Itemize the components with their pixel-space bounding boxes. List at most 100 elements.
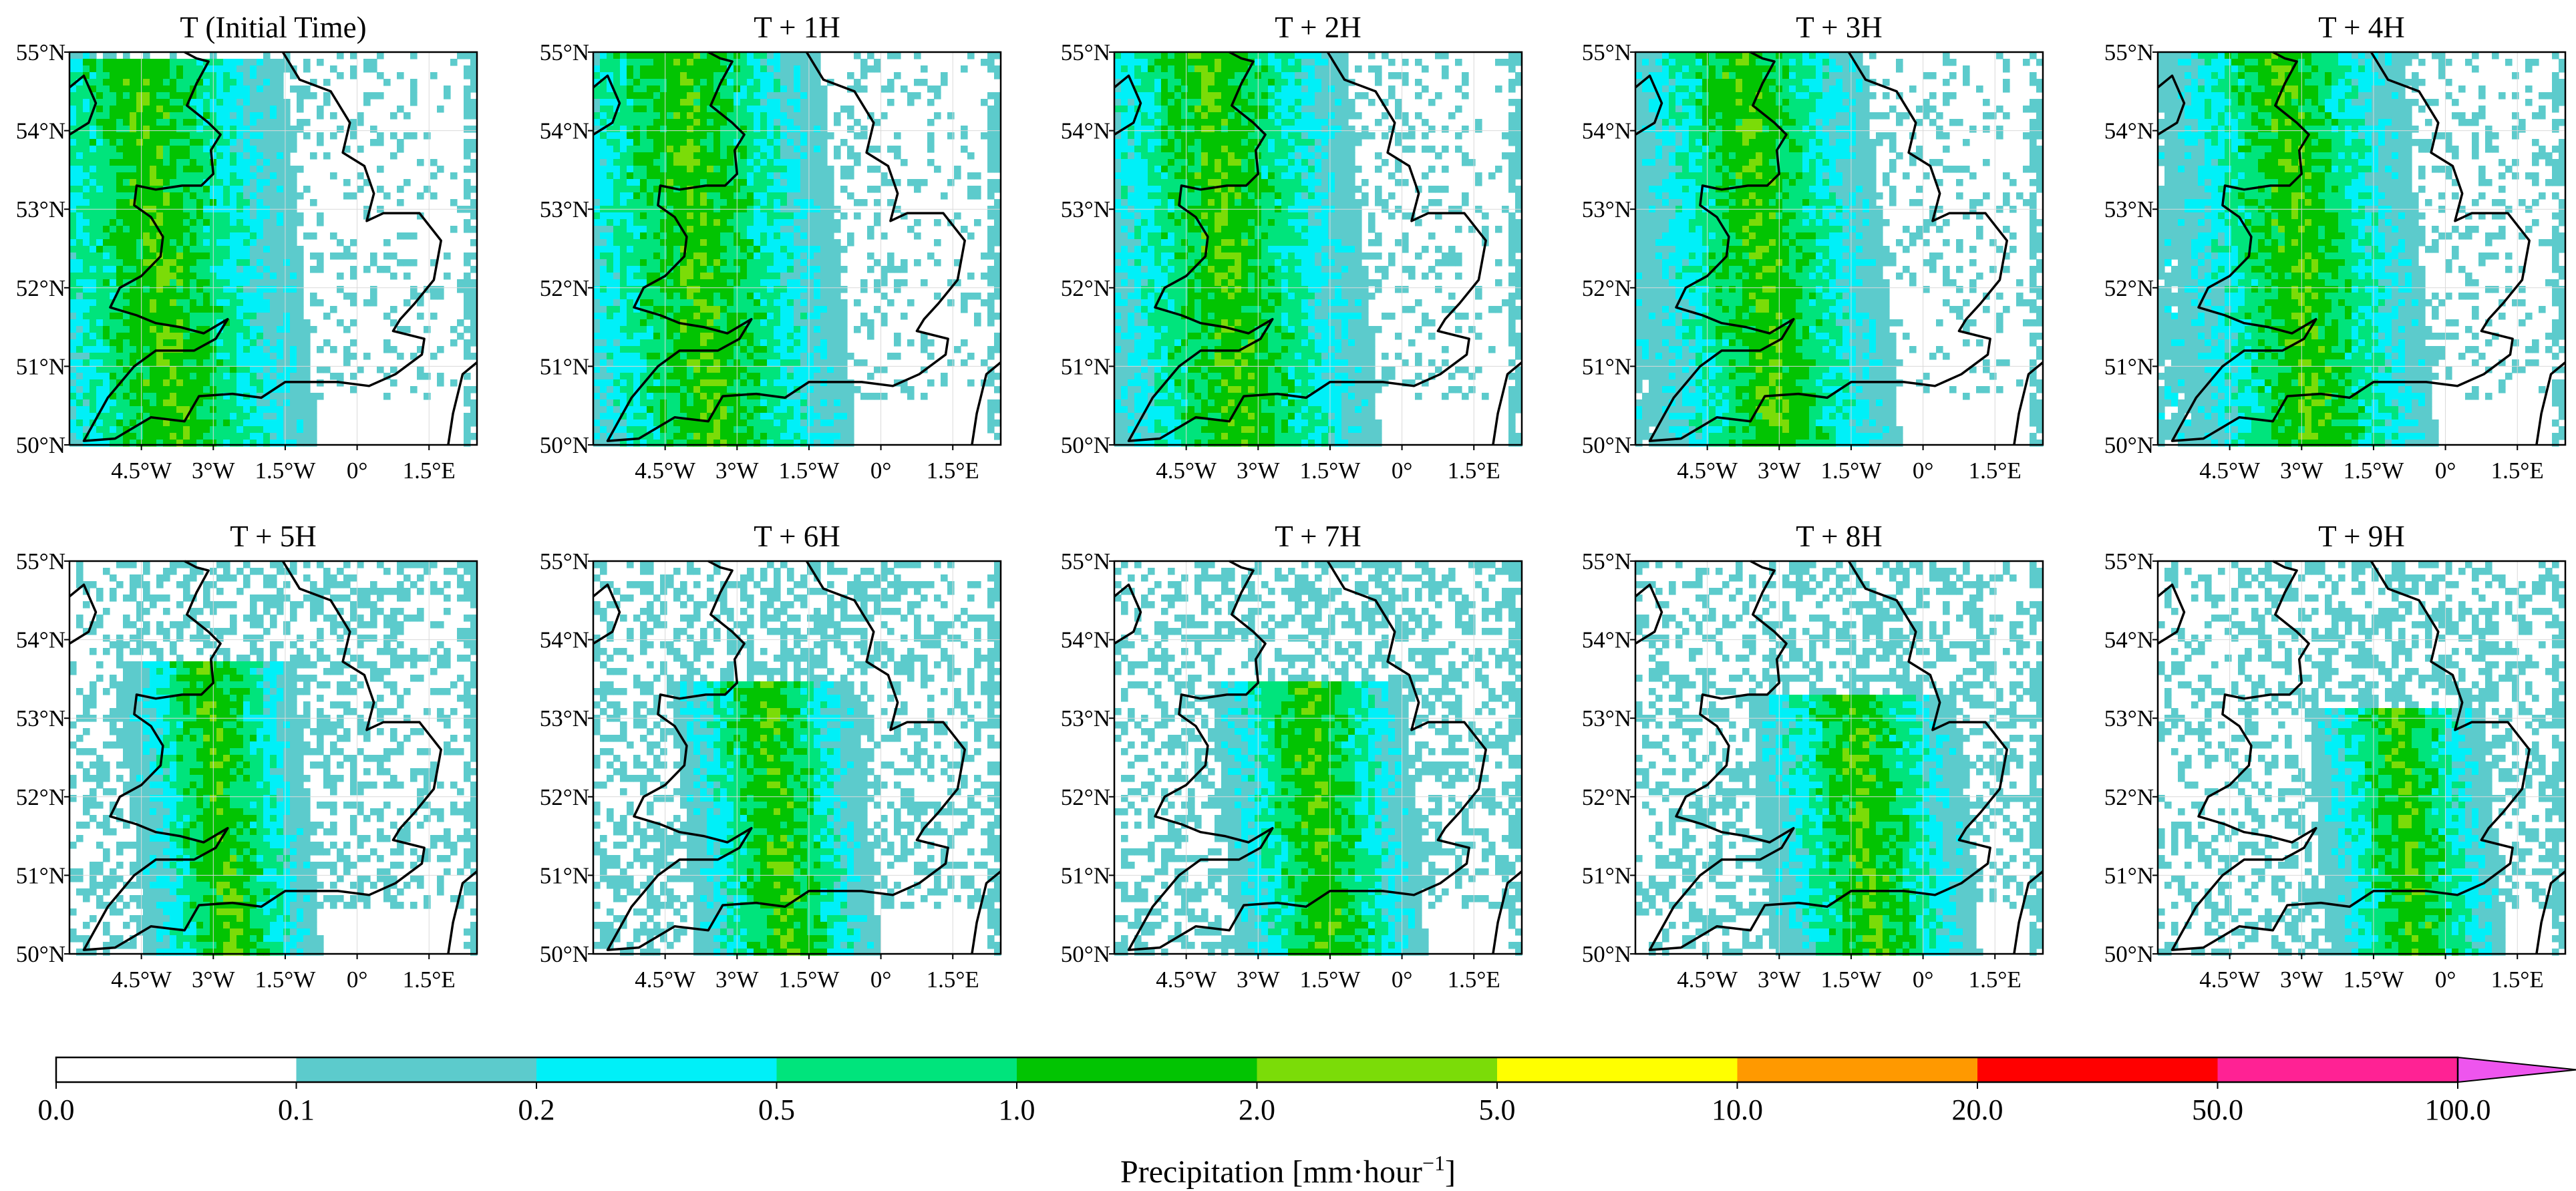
precip-cell [357, 146, 364, 153]
precip-cell [673, 99, 681, 106]
precip-cell [633, 440, 641, 447]
precip-cell [693, 393, 701, 400]
precip-cell [470, 239, 478, 246]
precip-cell [747, 326, 754, 333]
precip-cell [747, 346, 754, 353]
precip-cell [660, 152, 667, 160]
precip-cell [820, 399, 828, 407]
precip-cell [613, 79, 621, 86]
precip-cell [693, 339, 701, 347]
precip-cell [183, 333, 190, 340]
precip-cell [96, 373, 104, 380]
precip-cell [880, 86, 888, 93]
precip-cell [627, 266, 634, 273]
precip-cell [69, 132, 77, 140]
precip-cell [720, 219, 728, 226]
precip-cell [653, 146, 661, 153]
precip-cell [163, 79, 170, 86]
precip-cell [780, 172, 788, 180]
precip-cell [223, 166, 230, 173]
precip-cell [196, 226, 204, 233]
precip-cell [163, 286, 170, 293]
precip-cell [470, 252, 478, 260]
precip-cell [860, 393, 868, 400]
coastline [447, 361, 478, 446]
precip-cell [720, 433, 728, 440]
precip-cell [754, 112, 761, 120]
precip-cell [814, 159, 821, 166]
precip-cell [987, 353, 995, 360]
precip-cell [150, 146, 157, 153]
precip-cell [223, 346, 230, 353]
precip-cell [794, 79, 801, 86]
precip-cell [230, 186, 237, 193]
precip-cell [230, 59, 237, 66]
precip-cell [834, 373, 841, 380]
precip-cell [627, 306, 634, 313]
precip-cell [640, 166, 647, 173]
precip-cell [123, 99, 130, 106]
precip-cell [203, 159, 210, 166]
precip-cell [921, 346, 928, 353]
precip-cell [130, 353, 137, 360]
precip-cell [827, 373, 834, 380]
precip-cell [263, 152, 271, 160]
precip-cell [820, 306, 828, 313]
precip-cell [633, 232, 641, 240]
precip-cell [203, 112, 210, 120]
precip-cell [236, 346, 244, 353]
precip-cell [257, 313, 264, 320]
precip-cell [130, 379, 137, 387]
precip-cell [290, 433, 297, 440]
precip-cell [627, 333, 634, 340]
precip-cell [404, 232, 411, 240]
precip-cell [600, 319, 607, 327]
precip-cell [230, 112, 237, 120]
precip-cell [640, 266, 647, 273]
precip-cell [424, 132, 431, 140]
precip-cell [760, 373, 768, 380]
precip-cell [754, 65, 761, 73]
precip-cell [257, 139, 264, 146]
precip-cell [163, 326, 170, 333]
precip-cell [156, 99, 164, 106]
precip-cell [794, 326, 801, 333]
precip-cell [417, 366, 424, 373]
precip-cell [170, 199, 177, 206]
precip-cell [720, 293, 728, 300]
precip-cell [223, 92, 230, 100]
precip-cell [130, 106, 137, 113]
precip-cell [780, 219, 788, 226]
precip-cell [283, 219, 291, 226]
precip-cell [76, 52, 84, 59]
precip-cell [283, 212, 291, 220]
precip-cell [693, 313, 701, 320]
precip-cell [116, 273, 124, 280]
precip-cell [727, 353, 734, 360]
precip-cell [143, 126, 150, 133]
precip-cell [143, 413, 150, 420]
precip-cell [103, 86, 110, 93]
precip-cell [607, 232, 614, 240]
precip-cell [337, 52, 344, 59]
precip-cell [774, 179, 781, 186]
precip-cell [707, 199, 714, 206]
precip-cell [323, 92, 331, 100]
precip-cell [183, 440, 190, 447]
precip-cell [257, 106, 264, 113]
precip-cell [257, 86, 264, 93]
precip-cell [310, 92, 317, 100]
precip-cell [397, 146, 404, 153]
precip-cell [156, 219, 164, 226]
precip-cell [163, 399, 170, 407]
precip-cell [760, 172, 768, 180]
precip-cell [840, 339, 848, 347]
precip-cell [607, 92, 614, 100]
precip-cell [640, 92, 647, 100]
precip-cell [607, 279, 614, 287]
precip-cell [196, 299, 204, 307]
precip-cell [236, 293, 244, 300]
precip-cell [767, 440, 774, 447]
precip-cell [827, 246, 834, 253]
precip-cell [190, 106, 197, 113]
